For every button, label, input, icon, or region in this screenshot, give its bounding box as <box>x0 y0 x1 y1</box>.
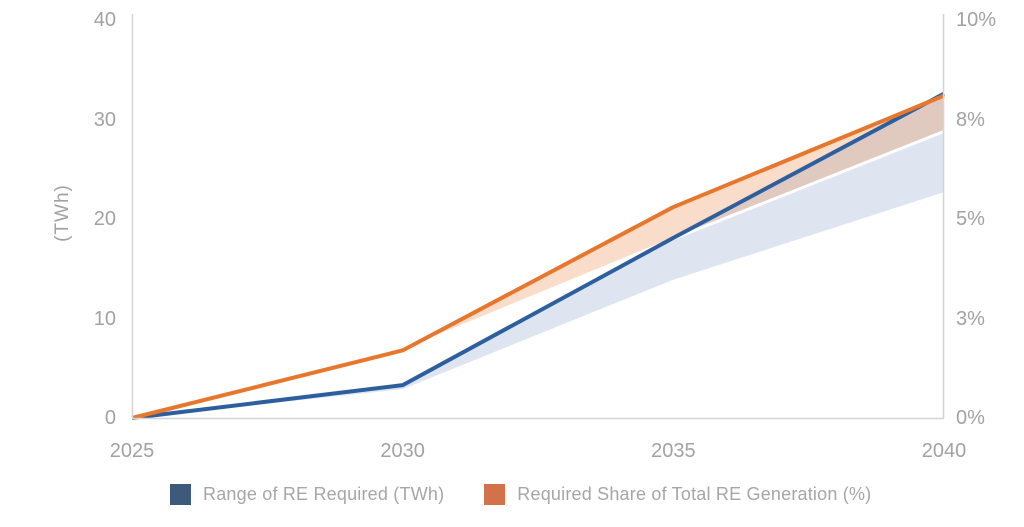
left-axis-tick-label: 30 <box>93 108 116 131</box>
right-axis-tick-label: 0% <box>956 407 985 429</box>
legend-item-re-required: Range of RE Required (TWh) <box>170 484 444 505</box>
legend-label-re-required: Range of RE Required (TWh) <box>203 484 445 504</box>
x-axis-tick-label: 2030 <box>380 440 425 462</box>
left-axis-tick-label: 40 <box>93 9 116 31</box>
legend-swatch-re-share <box>484 484 506 505</box>
left-axis-tick-label: 10 <box>93 307 116 330</box>
x-axis-tick-label: 2025 <box>109 440 155 462</box>
right-axis-tick-label: 3% <box>956 307 985 330</box>
right-axis-tick-label: 5% <box>956 208 985 230</box>
legend-label-re-share: Required Share of Total RE Generation (%… <box>517 484 872 504</box>
legend-item-re-share: Required Share of Total RE Generation (%… <box>484 484 871 505</box>
x-axis-tick-label: 2040 <box>921 440 967 462</box>
legend-swatch-re-required <box>170 484 191 505</box>
legend: Range of RE Required (TWh) Required Shar… <box>170 484 871 505</box>
x-axis-tick-label: 2035 <box>651 440 696 462</box>
re-required-range-area <box>132 93 944 418</box>
right-axis-tick-label: 10% <box>956 9 997 31</box>
re-required-line <box>131 91 945 420</box>
left-axis-tick-label: 0 <box>104 407 116 429</box>
left-axis-tick-label: 20 <box>93 208 116 230</box>
re-share-line <box>131 93 945 420</box>
right-axis-tick-label: 8% <box>956 108 985 131</box>
